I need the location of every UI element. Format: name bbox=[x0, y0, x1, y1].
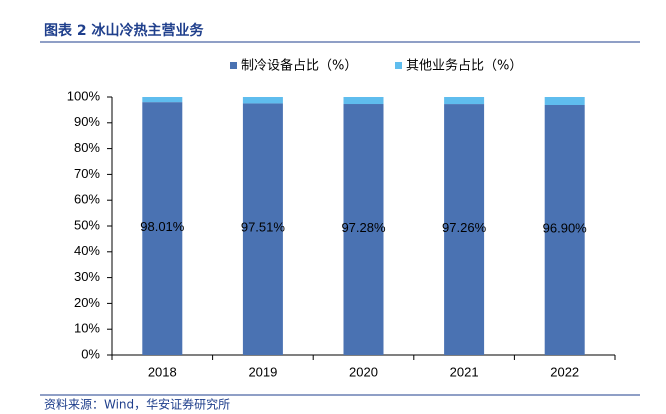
legend-swatch bbox=[395, 62, 402, 69]
x-tick-label: 2022 bbox=[550, 364, 579, 379]
data-label: 97.51% bbox=[241, 220, 286, 235]
y-tick-label: 0% bbox=[81, 346, 100, 361]
bar-segment bbox=[343, 97, 384, 105]
source: 资料来源：Wind，华安证券研究所 bbox=[44, 397, 230, 412]
bar-segment bbox=[242, 97, 283, 104]
y-tick-label: 60% bbox=[74, 192, 100, 207]
bar-segment bbox=[242, 103, 283, 356]
data-label: 97.28% bbox=[341, 220, 386, 235]
bar-segment bbox=[544, 104, 585, 355]
x-tick-label: 2019 bbox=[248, 364, 277, 379]
legend-swatch bbox=[230, 62, 237, 69]
chart-title: 图表 2 冰山冷热主营业务 bbox=[44, 22, 204, 39]
y-tick-label: 40% bbox=[74, 243, 100, 258]
y-tick-label: 20% bbox=[74, 295, 100, 310]
y-tick-label: 90% bbox=[74, 114, 100, 129]
bar-segment bbox=[544, 97, 585, 105]
x-tick-label: 2020 bbox=[349, 364, 378, 379]
x-tick-label: 2021 bbox=[450, 364, 479, 379]
bar-segment bbox=[444, 97, 485, 105]
bar-segment bbox=[444, 104, 485, 355]
data-label: 96.90% bbox=[543, 220, 588, 235]
legend-label: 制冷设备占比（%） bbox=[241, 58, 357, 74]
x-tick-label: 2018 bbox=[148, 364, 177, 379]
y-tick-label: 100% bbox=[67, 88, 101, 103]
y-tick-label: 70% bbox=[74, 166, 100, 181]
data-label: 97.26% bbox=[442, 220, 487, 235]
y-tick-label: 30% bbox=[74, 269, 100, 284]
bar-segment bbox=[142, 97, 183, 103]
data-label: 98.01% bbox=[140, 219, 185, 234]
bar-segment bbox=[343, 104, 384, 355]
y-tick-label: 50% bbox=[74, 217, 100, 232]
y-tick-label: 10% bbox=[74, 321, 100, 336]
legend-label: 其他业务占比（%） bbox=[406, 58, 522, 74]
bar-segment bbox=[142, 102, 183, 355]
y-tick-label: 80% bbox=[74, 140, 100, 155]
